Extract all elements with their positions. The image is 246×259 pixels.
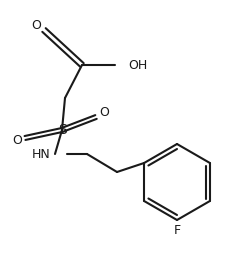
Text: S: S	[58, 123, 66, 137]
Text: HN: HN	[31, 147, 50, 161]
Text: O: O	[99, 105, 109, 119]
Text: O: O	[31, 18, 41, 32]
Text: O: O	[12, 133, 22, 147]
Text: OH: OH	[128, 59, 147, 71]
Text: F: F	[173, 224, 181, 236]
